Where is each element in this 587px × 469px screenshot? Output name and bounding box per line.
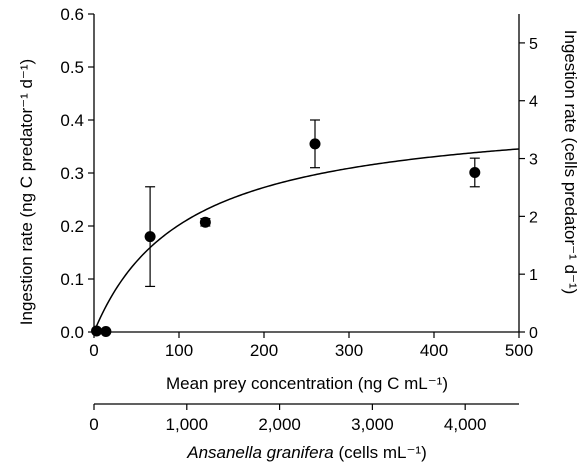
y-left-tick-label: 0.0 — [60, 323, 84, 342]
x-tick-label: 0 — [89, 341, 98, 360]
fit-curve — [93, 148, 520, 333]
data-point — [144, 231, 156, 243]
x-secondary-tick-label: 3,000 — [351, 415, 394, 434]
x-secondary-tick-label: 2,000 — [258, 415, 301, 434]
y-left-tick-label: 0.5 — [60, 58, 84, 77]
x-tick-label: 100 — [165, 341, 193, 360]
x-secondary-tick-label: 1,000 — [166, 415, 209, 434]
y-right-axis-title: Ingestion rate (cells predator⁻¹ d⁻¹) — [561, 30, 580, 295]
data-point — [100, 325, 112, 337]
y-left-axis-title: Ingestion rate (ng C predator⁻¹ d⁻¹) — [17, 59, 36, 325]
y-right-tick-label: 1 — [529, 267, 538, 284]
fit-curve-layer — [93, 148, 520, 333]
axes: 0 100 200 300 400 500 0.0 0.1 0.2 0.3 0.4 0.5 0.6 0 1 2… — [60, 5, 538, 434]
y-right-tick-label: 4 — [529, 94, 538, 111]
x-tick-label: 400 — [420, 341, 448, 360]
y-left-tick-label: 0.4 — [60, 111, 84, 130]
y-left-tick-label: 0.2 — [60, 217, 84, 236]
x-tick-label: 200 — [250, 341, 278, 360]
data-point — [91, 325, 103, 337]
x-secondary-tick-label: 4,000 — [444, 415, 487, 434]
y-right-tick-label: 5 — [529, 36, 538, 53]
data-point — [309, 138, 321, 150]
y-left-tick-label: 0.6 — [60, 5, 84, 24]
y-right-tick-label: 2 — [529, 209, 538, 226]
species-name: Ansanella granifera — [186, 443, 333, 462]
y-left-tick-label: 0.3 — [60, 164, 84, 183]
x-secondary-axis-title: Ansanella granifera (cells mL⁻¹) — [186, 443, 427, 462]
x-tick-label: 300 — [335, 341, 363, 360]
x-tick-label: 500 — [505, 341, 533, 360]
y-right-tick-label: 0 — [529, 325, 538, 342]
data-point — [469, 166, 481, 178]
x-axis-title: Mean prey concentration (ng C mL⁻¹) — [166, 374, 448, 393]
y-right-tick-label: 3 — [529, 152, 538, 169]
data-points-layer — [91, 119, 481, 337]
data-point — [199, 216, 211, 228]
x-secondary-tick-label: 0 — [89, 415, 98, 434]
y-left-tick-label: 0.1 — [60, 270, 84, 289]
secondary-axis-unit: (cells mL⁻¹) — [334, 443, 427, 462]
